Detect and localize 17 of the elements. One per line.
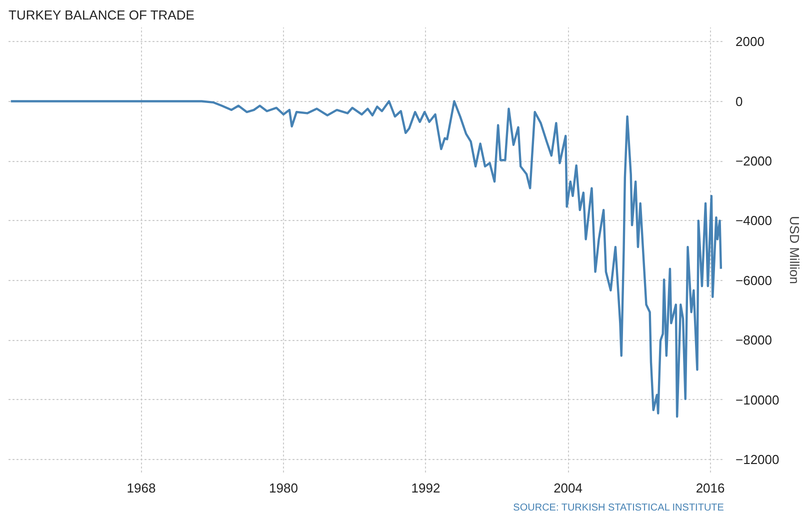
y-tick-label: −4000	[736, 213, 772, 228]
x-tick-label: 1968	[126, 480, 156, 496]
chart-title: TURKEY BALANCE OF TRADE	[8, 8, 195, 22]
y-tick-label: −10000	[736, 392, 780, 408]
source-note: SOURCE: TURKISH STATISTICAL INSTITUTE	[513, 502, 724, 514]
line-series	[10, 100, 722, 418]
x-tick-label: 1992	[411, 480, 440, 496]
y-tick-label: −12000	[736, 452, 780, 468]
x-tick-label: 1980	[269, 480, 298, 496]
x-tick-label: 2016	[696, 480, 725, 496]
y-tick-label: −2000	[736, 154, 772, 168]
y-tick-label: 0	[736, 94, 743, 109]
y-tick-label: −6000	[736, 272, 772, 288]
y-tick-label: −8000	[736, 332, 772, 348]
x-tick-label: 2004	[554, 480, 582, 496]
y-axis-title: USD Million	[787, 216, 802, 284]
y-tick-label: 2000	[736, 34, 764, 50]
